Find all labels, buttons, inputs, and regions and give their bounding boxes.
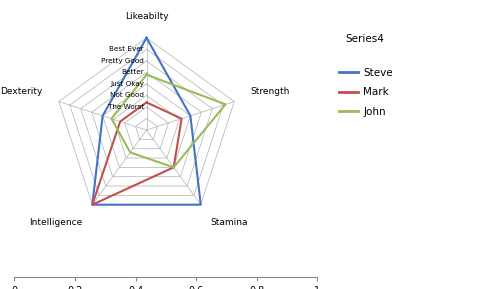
Text: Dexterity: Dexterity [0,87,43,96]
Text: Series4: Series4 [345,34,384,44]
Text: The Worst: The Worst [108,104,144,110]
Legend: Steve, Mark, John: Steve, Mark, John [335,64,396,121]
Text: Just Okay: Just Okay [110,81,144,87]
Text: Likeabilty: Likeabilty [124,12,168,21]
Text: Strength: Strength [250,87,289,96]
Text: Stamina: Stamina [210,218,248,227]
Text: Intelligence: Intelligence [29,218,82,227]
Text: Best Ever: Best Ever [109,46,144,52]
Text: Better: Better [121,69,144,75]
Text: Pretty Good: Pretty Good [101,58,144,64]
Text: Not Good: Not Good [110,92,144,99]
